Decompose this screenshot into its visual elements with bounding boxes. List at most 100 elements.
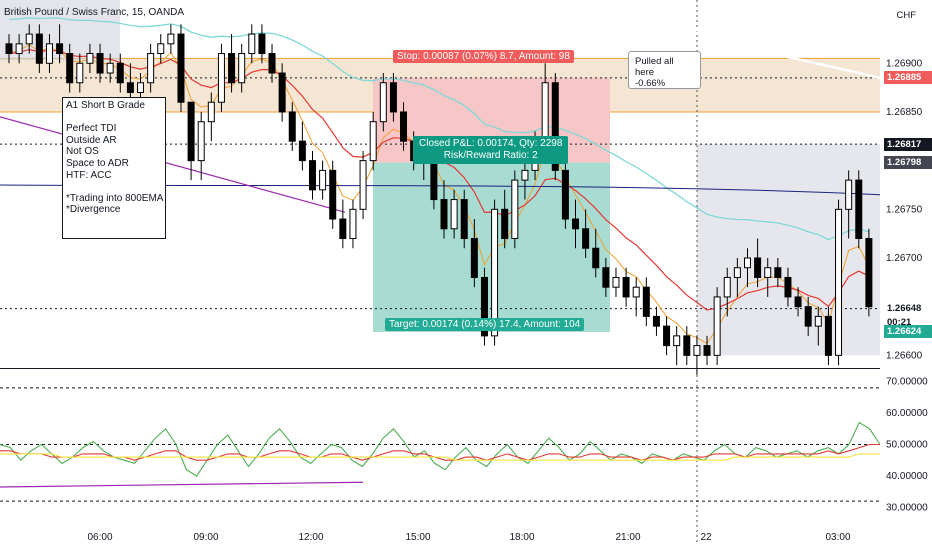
candle-body	[491, 208, 499, 337]
candle-body	[723, 276, 731, 298]
candle-body	[642, 286, 650, 317]
candle-body	[116, 62, 124, 84]
osc-tick-label: 50.00000	[886, 440, 928, 451]
candle-body	[551, 82, 559, 171]
osc-tick-label: 60.00000	[886, 408, 928, 419]
candle-body	[865, 238, 873, 308]
candle-body	[754, 257, 762, 278]
candle-body	[804, 306, 812, 327]
price-tick-label: 1.26600	[886, 350, 923, 361]
candle-body	[845, 179, 853, 210]
candle-body	[369, 121, 377, 162]
candle-body	[541, 82, 549, 142]
candle-body	[76, 62, 84, 84]
symbol-title: British Pound / Swiss Franc, 15, OANDA	[4, 7, 185, 18]
candle-body	[308, 160, 316, 191]
candle-body	[774, 267, 782, 278]
currency-label: CHF	[896, 10, 916, 21]
candle-body	[157, 43, 165, 55]
candle-body	[440, 199, 448, 230]
stop-label: Stop: 0.00087 (0.07%) 8.7, Amount: 98	[393, 50, 574, 63]
price-tick-label: 1.26850	[886, 107, 923, 118]
candle-body	[197, 121, 205, 162]
candle-body	[329, 169, 337, 220]
price-tag: 1.26624	[884, 325, 932, 339]
candle-body	[511, 179, 519, 240]
candle-body	[298, 140, 306, 162]
candle-body	[228, 53, 236, 84]
candle-body	[470, 238, 478, 278]
candle-body	[25, 33, 33, 45]
osc-series-0	[0, 421, 881, 477]
candle-body	[733, 267, 741, 278]
candle-body	[835, 208, 843, 356]
candle-body	[45, 43, 53, 64]
candle-body	[824, 315, 832, 356]
candle-body	[400, 111, 408, 142]
candle-body	[501, 208, 509, 240]
candle-body	[612, 276, 620, 288]
candle-body	[794, 296, 802, 308]
candle-body	[359, 160, 367, 210]
candle-body	[96, 53, 104, 74]
candle-body	[137, 82, 145, 93]
callout-line-1: Pulled all here	[635, 56, 674, 78]
price-tick-label: 1.26900	[886, 58, 923, 69]
time-tick-label: 12:00	[298, 532, 323, 543]
candle-body	[652, 315, 660, 327]
candle-body	[258, 33, 266, 55]
candle-body	[5, 43, 13, 55]
target-label: Target: 0.00174 (0.14%) 17.4, Amount: 10…	[385, 318, 585, 331]
closed-pnl-line-2: Risk/Reward Ratio: 2	[443, 150, 538, 161]
trade-note-box[interactable]: A1 Short B Grade Perfect TDI Outside AR …	[62, 97, 166, 239]
price-tick-label: 1.26700	[886, 253, 923, 264]
price-tick-label: 1.26750	[886, 204, 923, 215]
candle-body	[238, 53, 246, 84]
closed-pnl-line-1: Closed P&L: 0.00174, Qty: 2298	[419, 138, 563, 149]
candle-body	[339, 218, 347, 240]
closed-pnl-label: Closed P&L: 0.00174, Qty: 2298 Risk/Rewa…	[413, 136, 569, 164]
candle-body	[147, 53, 155, 84]
candle-body	[683, 335, 691, 356]
time-tick-label: 06:00	[87, 532, 112, 543]
candle-body	[703, 345, 711, 356]
candle-body	[480, 276, 488, 337]
candle-body	[632, 286, 640, 298]
candle-body	[450, 199, 458, 230]
price-tag: 1.26817	[884, 137, 932, 151]
candle-body	[35, 33, 43, 64]
candle-body	[248, 33, 256, 55]
candle-body	[521, 169, 529, 181]
candle-body	[602, 267, 610, 288]
time-tick-label: 03:00	[825, 532, 850, 543]
candle-body	[673, 335, 681, 347]
candle-body	[814, 315, 822, 327]
candle-body	[389, 82, 397, 113]
candle-body	[561, 169, 569, 220]
osc-series-1	[0, 443, 880, 461]
candle-body	[86, 53, 94, 64]
osc-series-2	[0, 453, 880, 461]
candle-body	[693, 345, 701, 356]
candle-body	[460, 199, 468, 240]
candle-body	[106, 62, 114, 74]
price-axis-bg	[880, 0, 932, 550]
candle-body	[572, 218, 580, 230]
candle-body	[167, 33, 175, 45]
time-tick-label: 15:00	[405, 532, 430, 543]
pulled-callout[interactable]: Pulled all here -0.66%	[628, 51, 701, 89]
candle-body	[319, 169, 327, 191]
candle-body	[177, 33, 185, 103]
candle-body	[784, 276, 792, 298]
time-tick-label: 22	[700, 532, 712, 543]
osc-tick-label: 40.00000	[886, 471, 928, 482]
candle-body	[663, 325, 671, 347]
candle-body	[713, 296, 721, 356]
candle-body	[207, 101, 215, 123]
candle-body	[855, 179, 863, 240]
ema-slow-line	[8, 17, 870, 241]
candle-body	[66, 53, 74, 84]
candle-body	[217, 53, 225, 103]
time-tick-label: 18:00	[509, 532, 534, 543]
